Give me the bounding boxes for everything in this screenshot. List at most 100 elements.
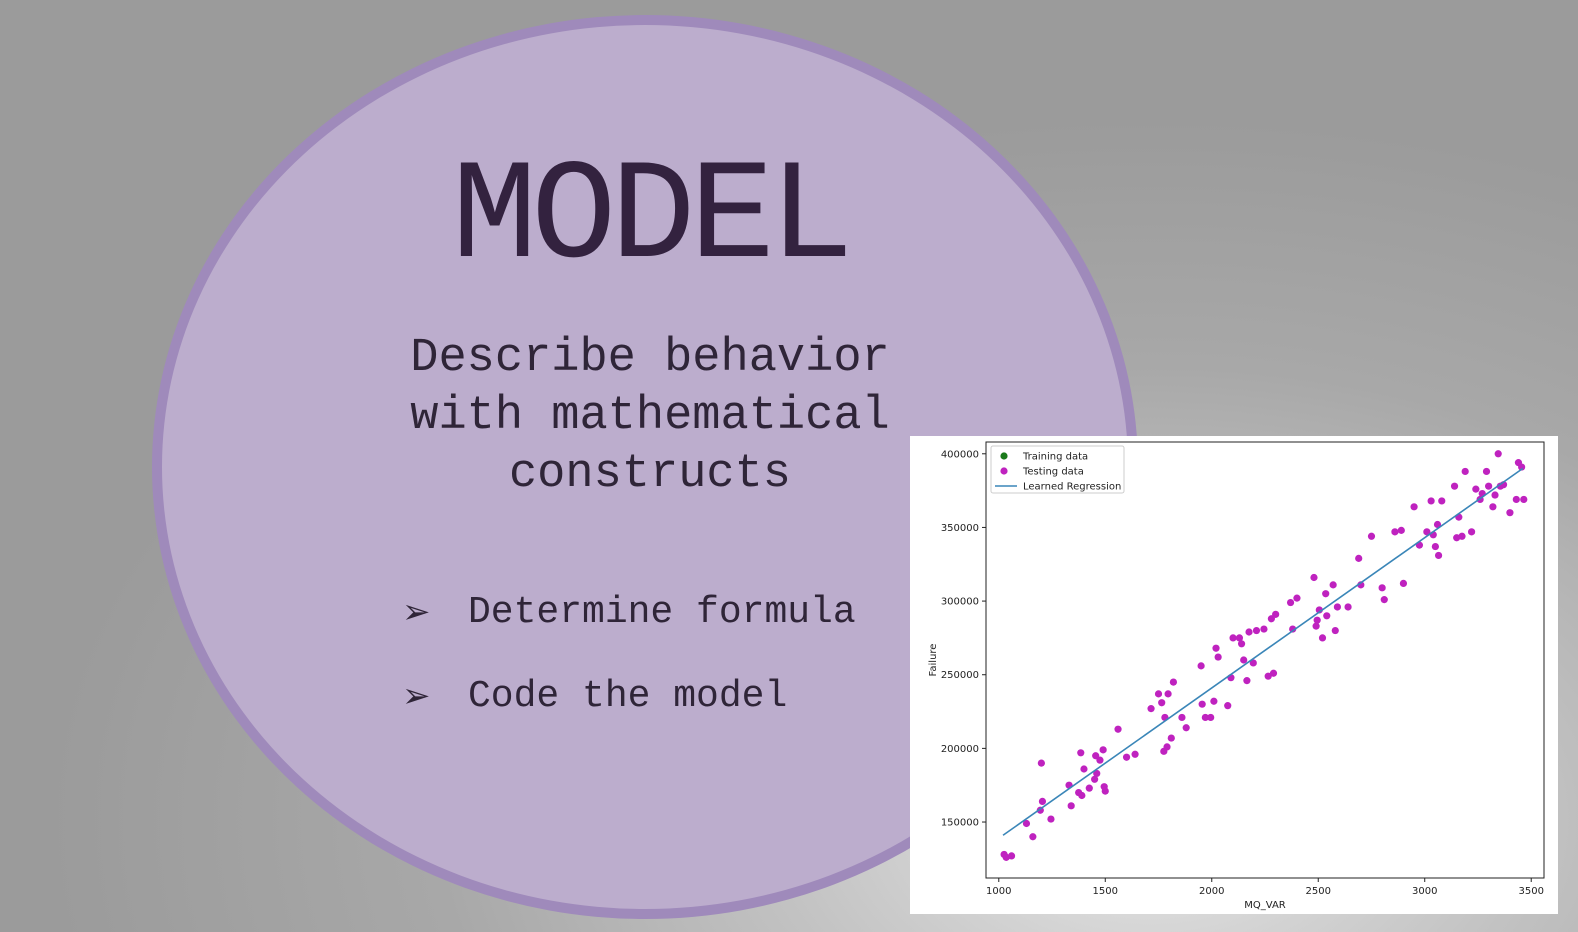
testing-data-point: [1249, 659, 1257, 667]
testing-data-point: [1450, 482, 1459, 490]
testing-data-point: [1491, 491, 1499, 499]
testing-data-point: [1397, 526, 1405, 534]
y-tick-label: 350000: [941, 523, 979, 534]
testing-data-point: [1037, 759, 1045, 767]
testing-data-point: [1093, 769, 1101, 778]
testing-data-point: [1169, 678, 1178, 686]
testing-data-point: [1245, 628, 1253, 636]
testing-data-point: [1210, 697, 1218, 705]
testing-data-point: [1077, 749, 1085, 757]
testing-data-point: [1080, 765, 1088, 773]
testing-data-point: [1240, 656, 1248, 664]
testing-data-point: [1494, 450, 1502, 458]
subtitle-line: constructs: [508, 448, 792, 501]
testing-data-point: [1264, 672, 1272, 680]
x-axis-label: MQ_VAR: [1244, 900, 1286, 911]
testing-data-point: [1212, 644, 1220, 652]
testing-data-point: [1323, 612, 1331, 620]
testing-data-point: [1438, 497, 1446, 505]
testing-data-point: [1198, 700, 1206, 708]
x-tick-label: 3000: [1412, 886, 1437, 897]
testing-data-point: [1331, 626, 1339, 635]
legend-label: Learned Regression: [1023, 482, 1121, 493]
testing-data-point: [1489, 503, 1497, 511]
bullet-list: ➢ Determine formula ➢ Code the model: [402, 585, 856, 753]
testing-data-point: [1163, 743, 1171, 751]
testing-data-point: [1380, 596, 1388, 604]
testing-data-point: [1458, 532, 1466, 540]
testing-data-point: [1433, 520, 1442, 529]
testing-data-point: [1182, 724, 1190, 732]
testing-data-point: [1099, 746, 1107, 754]
testing-data-point: [1029, 833, 1037, 841]
testing-data-point: [1272, 610, 1280, 618]
testing-data-point: [1201, 713, 1209, 722]
y-tick-label: 250000: [941, 670, 979, 681]
testing-data-point: [1512, 495, 1520, 504]
regression-chart: 1000 1500 2000 2500 3000 3500 150000 200000 2500…: [928, 441, 1545, 911]
testing-data-point: [1318, 634, 1327, 642]
testing-data-point: [1367, 532, 1376, 540]
x-tick-label: 3500: [1518, 886, 1543, 897]
testing-data-point: [1485, 482, 1493, 490]
testing-data-point: [1085, 784, 1093, 792]
bullet-item: ➢ Determine formula: [402, 585, 856, 639]
testing-data-point: [1310, 573, 1318, 582]
testing-data-point: [1237, 640, 1246, 648]
arrowhead-bullet-icon: ➢: [402, 676, 431, 716]
y-tick-label: 150000: [941, 818, 979, 829]
testing-data-point: [1472, 485, 1480, 493]
testing-data-point: [1164, 690, 1172, 698]
testing-data-point: [1178, 713, 1186, 722]
regression-chart-image: 1000 1500 2000 2500 3000 3500 150000 200000 2500…: [910, 436, 1558, 914]
testing-data-point: [1344, 603, 1352, 611]
regression-line: [1002, 467, 1524, 836]
testing-data-point: [1506, 509, 1514, 517]
testing-data-point: [1399, 579, 1408, 588]
testing-data-point: [1243, 677, 1251, 685]
testing-data-point: [1167, 734, 1175, 742]
testing-data-point: [1197, 662, 1205, 670]
x-tick-label: 1000: [986, 886, 1011, 897]
testing-data-point: [1333, 603, 1342, 611]
testing-data-point: [1461, 467, 1469, 476]
testing-data-point: [1329, 581, 1337, 589]
legend-training-marker: [1000, 452, 1008, 460]
testing-data-point: [1293, 594, 1301, 602]
testing-data-point: [1286, 598, 1295, 607]
slide-subtitle: Describe behavior with mathematical cons…: [350, 330, 950, 504]
testing-data-point: [1038, 797, 1047, 806]
testing-data-point: [1322, 590, 1330, 598]
testing-data-point: [1378, 584, 1386, 592]
legend-testing-marker: [1000, 467, 1008, 475]
y-axis-label: Failure: [928, 644, 939, 677]
testing-data-point: [1154, 690, 1163, 698]
plot-area: [985, 441, 1545, 879]
testing-data-point: [1482, 467, 1491, 476]
legend-box: [990, 445, 1125, 494]
bullet-text: Determine formula: [468, 590, 856, 634]
testing-data-point: [1067, 802, 1075, 810]
testing-data-point: [1410, 503, 1418, 511]
testing-data-point: [1158, 699, 1166, 707]
x-tick-label: 1500: [1093, 886, 1118, 897]
subtitle-line: with mathematical: [410, 390, 890, 443]
testing-data-point: [1078, 791, 1086, 800]
testing-data-point: [1431, 542, 1439, 551]
y-tick-label: 200000: [941, 744, 979, 755]
testing-data-point: [1235, 634, 1244, 642]
legend-label: Training data: [1022, 452, 1088, 463]
testing-data-point: [1207, 713, 1215, 722]
testing-data-point: [1047, 815, 1055, 823]
testing-data-point: [1312, 622, 1320, 630]
testing-data-point: [1289, 625, 1297, 633]
testing-data-point: [1224, 702, 1232, 710]
testing-data-point: [1122, 753, 1131, 761]
testing-data-point: [1007, 852, 1016, 860]
testing-data-point: [1467, 528, 1476, 536]
bullet-text: Code the model: [468, 674, 788, 718]
x-tick-label: 2000: [1199, 886, 1224, 897]
testing-data-point: [1147, 705, 1155, 713]
testing-data-point: [1114, 725, 1122, 733]
